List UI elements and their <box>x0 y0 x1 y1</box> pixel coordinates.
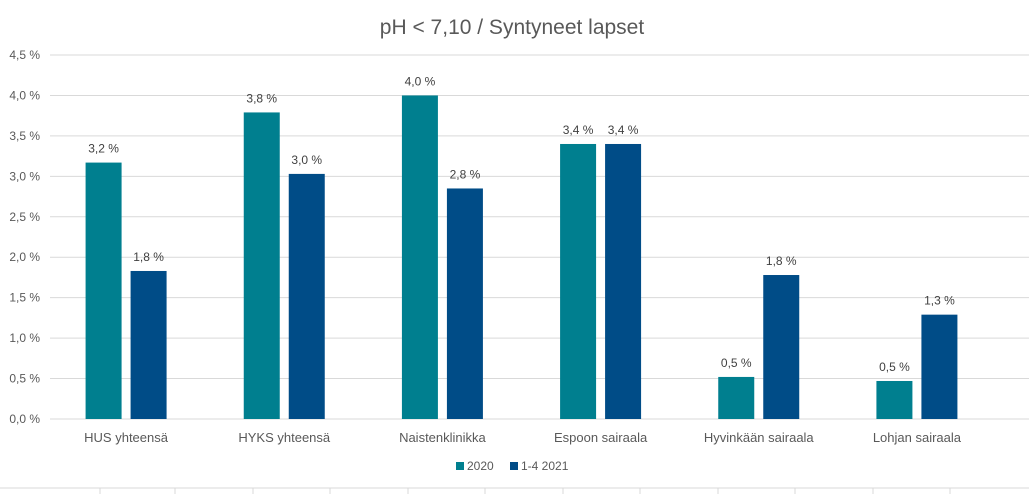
y-tick-label-6: 3,0 % <box>9 169 40 183</box>
bar-series2-2 <box>446 188 483 419</box>
x-axis-labels: HUS yhteensä HYKS yhteensä Naistenklinikka… <box>84 430 962 445</box>
legend-label-0: 2020 <box>467 459 494 473</box>
bar-series1-2 <box>401 95 438 419</box>
y-tick-label-0: 0,0 % <box>9 412 40 426</box>
data-label: 2,8 % <box>450 167 481 181</box>
gridlines <box>50 54 1029 420</box>
bar-series1-3 <box>560 143 597 419</box>
data-label: 0,5 % <box>879 360 910 374</box>
data-label: 1,8 % <box>133 250 164 264</box>
chart-title: pH < 7,10 / Syntyneet lapset <box>380 16 645 39</box>
data-label: 0,5 % <box>721 356 752 370</box>
x-tick-label-0: HUS yhteensä <box>84 430 169 445</box>
legend-swatch-0 <box>456 462 464 470</box>
x-tick-label-5: Lohjan sairaala <box>873 430 962 445</box>
data-label: 4,0 % <box>405 74 436 88</box>
bar-series2-5 <box>921 314 958 419</box>
bar-series1-0 <box>85 162 122 420</box>
y-tick-label-1: 0,5 % <box>9 372 40 386</box>
legend: 2020 1-4 2021 <box>456 459 569 473</box>
bar-series1-5 <box>876 380 913 419</box>
data-label: 3,8 % <box>246 91 277 105</box>
legend-label-1: 1-4 2021 <box>521 459 569 473</box>
bar-series1-1 <box>243 112 280 419</box>
data-label: 3,2 % <box>88 142 119 156</box>
data-label: 3,4 % <box>608 123 639 137</box>
bottom-rule <box>0 487 1029 494</box>
x-tick-label-3: Espoon sairaala <box>554 430 648 445</box>
bars <box>85 95 958 420</box>
x-tick-label-4: Hyvinkään sairaala <box>704 430 815 445</box>
data-label: 3,0 % <box>291 153 322 167</box>
legend-swatch-1 <box>510 462 518 470</box>
x-tick-label-1: HYKS yhteensä <box>238 430 331 445</box>
bar-series2-1 <box>288 173 325 419</box>
data-label: 1,8 % <box>766 254 797 268</box>
y-tick-label-3: 1,5 % <box>9 291 40 305</box>
bar-series2-4 <box>763 275 800 419</box>
data-label: 3,4 % <box>563 123 594 137</box>
y-tick-label-7: 3,5 % <box>9 129 40 143</box>
y-axis-ticks: 0,0 % 0,5 % 1,0 % 1,5 % 2,0 % 2,5 % 3,0 % 3,5 %… <box>9 48 40 426</box>
y-tick-label-9: 4,5 % <box>9 48 40 62</box>
y-tick-label-4: 2,0 % <box>9 250 40 264</box>
x-tick-label-2: Naistenklinikka <box>399 430 486 445</box>
y-tick-label-8: 4,0 % <box>9 88 40 102</box>
y-tick-label-2: 1,0 % <box>9 331 40 345</box>
data-labels: 3,2 % 1,8 % 3,8 % 3,0 % 4,0 % 2,8 % 3,4 % 3,4 %… <box>88 74 955 374</box>
bar-series2-0 <box>130 270 167 419</box>
bar-series2-3 <box>605 143 642 419</box>
bar-series1-4 <box>718 376 755 419</box>
y-tick-label-5: 2,5 % <box>9 210 40 224</box>
data-label: 1,3 % <box>924 294 955 308</box>
